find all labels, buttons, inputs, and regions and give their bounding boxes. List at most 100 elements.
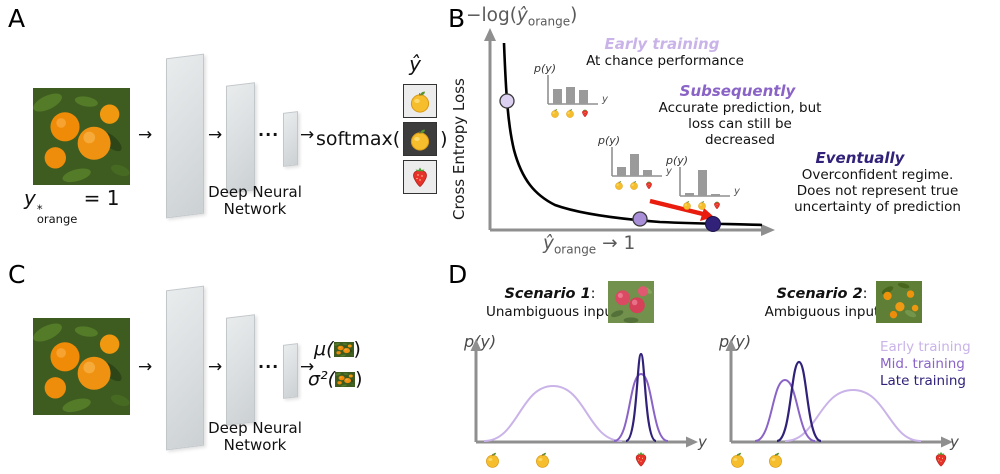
early-training-curve	[483, 384, 623, 442]
right-plot-y-label: y	[950, 433, 959, 451]
inset-bar-chart	[679, 167, 730, 197]
annotation-mid-body: Accurate prediction, but loss can still …	[658, 100, 822, 148]
target-formula: y * orange = 1	[24, 186, 120, 226]
legend-early-training: Early training	[880, 339, 971, 355]
early-training-curve	[784, 388, 922, 442]
legend-mid-training: Mid. training	[880, 356, 965, 372]
scenario1-title-text: Scenario 1	[504, 286, 591, 302]
orange-icon	[729, 451, 746, 468]
thumbnail-image-icon	[334, 342, 354, 357]
target-sup: *	[36, 202, 43, 216]
target-eq: = 1	[77, 186, 120, 210]
training-legend: Early training Mid. training Late traini…	[880, 339, 971, 390]
annotation-late-title: Eventually	[815, 149, 905, 167]
mid-training-curve	[754, 378, 816, 442]
sigma-output: σ²()	[308, 368, 363, 390]
orange-icon	[408, 127, 432, 151]
training-point-late	[705, 216, 721, 232]
yhat-label: ŷ	[409, 52, 421, 76]
input-image-oranges	[33, 318, 130, 415]
strawberry-icon	[644, 180, 654, 190]
mu-prefix: μ(	[314, 338, 334, 360]
strawberry-icon	[580, 108, 590, 118]
loss-axis-title: −log(ŷorange)	[466, 5, 577, 29]
right-plot-py-label: p(y)	[719, 332, 752, 351]
panel-a-label: A	[8, 4, 26, 33]
xlabel-suffix: → 1	[596, 233, 636, 254]
flow-arrow-icon: →	[300, 357, 315, 377]
mid-training-curve	[613, 372, 669, 442]
loss-curve-plot	[484, 28, 775, 236]
scenario2-distribution-plot	[725, 339, 953, 448]
panel-c-label: C	[8, 260, 26, 289]
dist-inset-late: p(y) y	[666, 154, 742, 218]
strawberry-icon	[932, 450, 950, 468]
mu-output: μ()	[314, 338, 361, 360]
target-base: y	[24, 186, 36, 210]
loss-title-sub: orange	[527, 14, 571, 29]
scenario1-title: Scenario 1:	[494, 286, 606, 302]
orange-icon	[767, 451, 784, 468]
inset-bar-chart	[547, 75, 598, 105]
inset-y-label: y	[602, 94, 608, 105]
strawberry-icon	[712, 200, 722, 210]
sigma-suffix: )	[355, 368, 363, 390]
loss-curve	[502, 42, 763, 227]
scenario1-image-peaches	[608, 281, 654, 323]
ellipsis: ...	[258, 353, 280, 372]
x-axis-arrowhead	[941, 436, 953, 448]
late-training-curve	[776, 360, 822, 443]
annotation-early-body: At chance performance	[586, 53, 744, 69]
nn-layer-large	[166, 53, 204, 219]
orange-icon	[614, 180, 624, 190]
x-axis-arrowhead	[686, 436, 698, 448]
softmax-prefix: softmax(	[316, 128, 401, 150]
y-axis-arrowhead	[725, 339, 737, 351]
thumbnail-image-icon	[335, 372, 355, 387]
nn-layer-large	[166, 285, 204, 451]
left-plot-y-label: y	[698, 433, 707, 451]
softmax-suffix: )	[440, 128, 448, 150]
inset-py-label: p(y)	[534, 62, 557, 75]
dist-inset-early: p(y) y	[534, 62, 610, 126]
xlabel-yhat: ŷ	[543, 233, 554, 254]
legend-late-training: Late training	[880, 373, 966, 389]
orange-icon	[682, 200, 692, 210]
scenario1-distribution-plot	[470, 339, 698, 448]
annotation-mid-title: Subsequently	[679, 82, 796, 100]
class-box-lemon	[403, 84, 438, 118]
orange-icon	[629, 180, 639, 190]
nn-layer-small	[283, 343, 298, 399]
late-training-curve	[625, 352, 657, 443]
target-supsub: * orange	[36, 202, 78, 226]
orange-icon	[697, 200, 707, 210]
flow-arrow-icon: →	[300, 125, 315, 145]
annotation-early-title: Early training	[604, 35, 720, 53]
flow-arrow-icon: →	[138, 357, 153, 377]
softmax-expression: softmax( )	[316, 84, 448, 194]
network-label-c: Deep Neural Network	[208, 419, 302, 454]
x-axis-arrowhead	[761, 224, 775, 236]
inset-y-label: y	[734, 186, 740, 197]
y-axis-arrowhead	[470, 339, 482, 351]
orange-icon	[408, 89, 432, 113]
scenario2-subtitle: Ambiguous input	[764, 304, 880, 320]
orange-icon	[550, 108, 560, 118]
y-axis-arrowhead	[484, 28, 496, 41]
scenario2-title: Scenario 2:	[766, 286, 878, 302]
inset-fruit-axis	[550, 108, 590, 118]
target-sub: orange	[36, 212, 78, 226]
nn-layer-small	[283, 111, 298, 167]
strawberry-icon	[632, 450, 650, 468]
scenario1-subtitle: Unambiguous input	[486, 304, 619, 320]
strawberry-icon	[408, 165, 432, 189]
progress-arrow-icon	[649, 198, 704, 217]
scenario2-image-orangetree	[876, 281, 922, 323]
loss-title-suffix: )	[570, 5, 578, 26]
training-point-early	[499, 93, 515, 109]
ellipsis: ...	[258, 121, 280, 140]
inset-y-label: y	[666, 166, 672, 177]
sigma-prefix: σ²(	[308, 368, 336, 390]
inset-fruit-axis	[614, 180, 654, 190]
panel-b-label: B	[448, 4, 466, 33]
